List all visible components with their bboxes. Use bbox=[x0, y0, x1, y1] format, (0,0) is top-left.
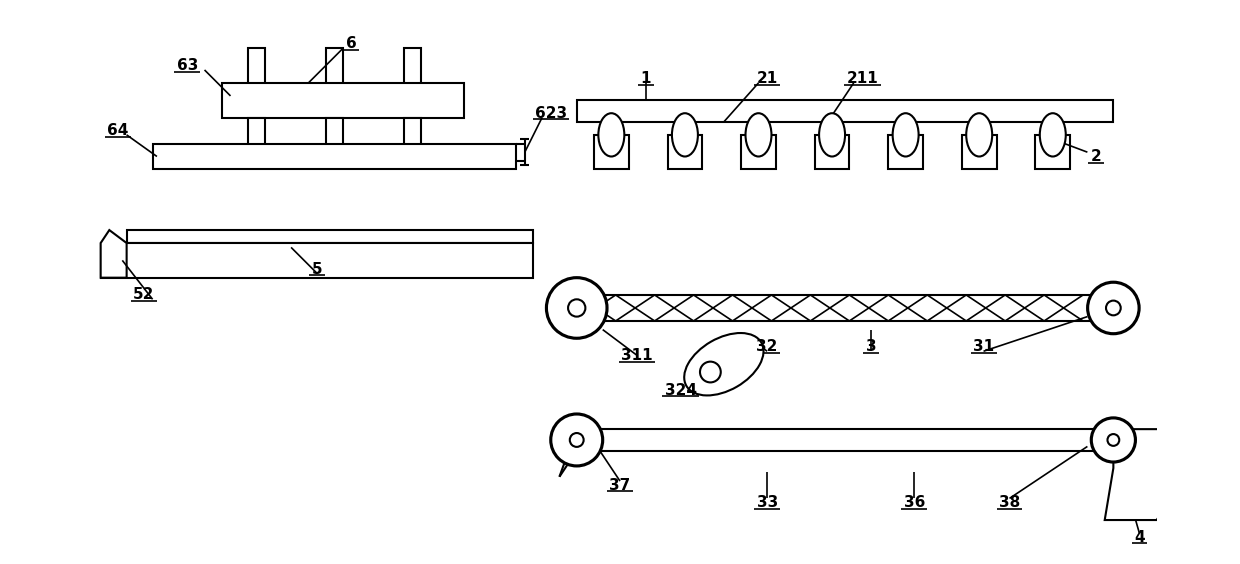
Text: 623: 623 bbox=[534, 105, 567, 121]
Circle shape bbox=[1091, 418, 1136, 462]
Polygon shape bbox=[100, 230, 126, 277]
Ellipse shape bbox=[672, 113, 698, 156]
Ellipse shape bbox=[820, 113, 844, 156]
Bar bbox=[326, 49, 343, 100]
Ellipse shape bbox=[1040, 113, 1065, 156]
Bar bbox=[248, 49, 265, 100]
Ellipse shape bbox=[893, 113, 919, 156]
Circle shape bbox=[547, 277, 608, 338]
Text: 6: 6 bbox=[346, 37, 357, 51]
Text: 36: 36 bbox=[904, 495, 925, 510]
Bar bbox=[667, 135, 702, 169]
Text: 324: 324 bbox=[665, 383, 697, 398]
Bar bbox=[403, 49, 420, 100]
Circle shape bbox=[568, 299, 585, 316]
Circle shape bbox=[570, 433, 584, 447]
Text: 5: 5 bbox=[311, 262, 322, 276]
Bar bbox=[403, 117, 420, 152]
Bar bbox=[577, 295, 1114, 321]
Bar bbox=[594, 135, 629, 169]
Text: 21: 21 bbox=[756, 71, 777, 86]
Ellipse shape bbox=[745, 113, 771, 156]
Bar bbox=[248, 117, 265, 152]
Circle shape bbox=[1107, 434, 1120, 446]
Text: 3: 3 bbox=[866, 340, 877, 354]
Circle shape bbox=[1106, 301, 1121, 315]
Bar bbox=[888, 135, 923, 169]
Text: 2: 2 bbox=[1091, 149, 1101, 164]
Bar bbox=[577, 100, 1114, 122]
Bar bbox=[326, 117, 343, 152]
Text: 31: 31 bbox=[973, 340, 994, 354]
Text: 32: 32 bbox=[756, 340, 777, 354]
Text: 211: 211 bbox=[847, 71, 878, 86]
Bar bbox=[962, 135, 997, 169]
Circle shape bbox=[551, 414, 603, 466]
Text: 4: 4 bbox=[1135, 530, 1145, 545]
Text: 64: 64 bbox=[108, 123, 129, 138]
Text: 52: 52 bbox=[133, 288, 155, 302]
Polygon shape bbox=[1105, 429, 1192, 520]
Bar bbox=[742, 135, 776, 169]
Ellipse shape bbox=[684, 333, 764, 395]
Circle shape bbox=[1087, 282, 1140, 334]
Text: 63: 63 bbox=[176, 58, 198, 73]
Text: 1: 1 bbox=[641, 71, 651, 86]
Text: 38: 38 bbox=[999, 495, 1021, 510]
Ellipse shape bbox=[599, 113, 624, 156]
Bar bbox=[815, 135, 849, 169]
Bar bbox=[100, 243, 533, 277]
Bar bbox=[222, 83, 464, 117]
Bar bbox=[1035, 135, 1070, 169]
Bar bbox=[153, 143, 516, 169]
Text: 33: 33 bbox=[756, 495, 777, 510]
Bar bbox=[126, 230, 533, 243]
Ellipse shape bbox=[966, 113, 992, 156]
Text: 311: 311 bbox=[621, 348, 653, 363]
Circle shape bbox=[701, 362, 720, 382]
Text: 37: 37 bbox=[609, 478, 631, 493]
